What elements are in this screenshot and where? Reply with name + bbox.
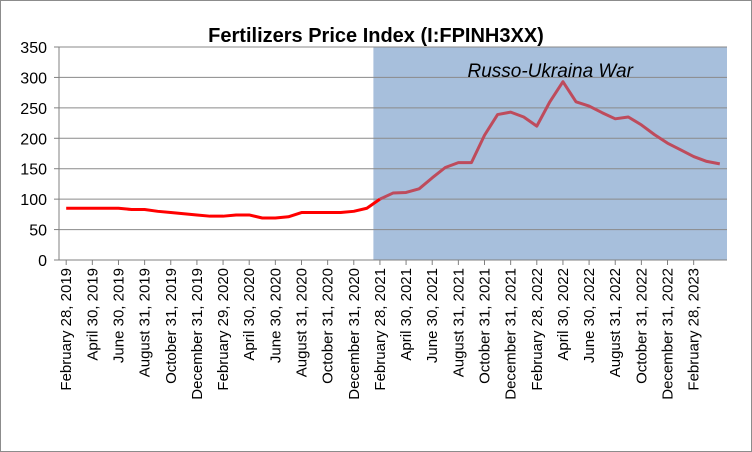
x-tick-label: April 30, 2022 xyxy=(555,268,572,361)
x-tick-label: December 31, 2021 xyxy=(503,268,520,400)
x-tick-label: June 30, 2019 xyxy=(110,268,127,363)
x-tick-label: June 30, 2021 xyxy=(424,268,441,363)
gridlines xyxy=(59,46,727,231)
x-tick-label: February 28, 2019 xyxy=(58,268,75,391)
y-tick-label: 50 xyxy=(29,223,47,240)
series-lines xyxy=(66,80,721,220)
y-tick-label: 200 xyxy=(20,131,47,148)
x-tick-label: October 31, 2019 xyxy=(163,268,180,384)
war-period-band xyxy=(373,47,727,260)
chart-title: Fertilizers Price Index (I:FPINH3XX) xyxy=(208,25,544,47)
x-tick-label: February 28, 2022 xyxy=(529,268,546,391)
x-tick-label: August 31, 2022 xyxy=(607,268,624,377)
x-tick-label: December 31, 2020 xyxy=(346,268,363,400)
y-axis-ticks: 0 50 100 150 200 250 300 350 xyxy=(20,40,59,270)
y-tick-label: 150 xyxy=(20,162,47,179)
y-tick-label: 250 xyxy=(20,101,47,118)
x-tick-label: August 31, 2019 xyxy=(137,268,154,377)
x-tick-label: August 31, 2021 xyxy=(450,268,467,377)
y-tick-label: 0 xyxy=(38,253,47,270)
x-tick-label: October 31, 2021 xyxy=(477,268,494,384)
war-annotation-label: Russo-Ukraina War xyxy=(467,61,633,82)
x-tick-label: February 28, 2023 xyxy=(686,268,703,391)
y-tick-label: 350 xyxy=(20,40,47,57)
x-tick-label: April 30, 2019 xyxy=(84,268,101,361)
x-tick-label: October 31, 2020 xyxy=(320,268,337,384)
x-tick-label: December 31, 2019 xyxy=(189,268,206,400)
x-tick-label: October 31, 2022 xyxy=(633,268,650,384)
y-tick-label: 100 xyxy=(20,192,47,209)
y-tick-label: 300 xyxy=(20,70,47,87)
x-tick-label: June 30, 2022 xyxy=(581,268,598,363)
x-tick-label: June 30, 2020 xyxy=(267,268,284,363)
series-line-pre-war xyxy=(66,197,381,220)
x-tick-label: April 30, 2021 xyxy=(398,268,415,361)
x-tick-label: December 31, 2022 xyxy=(660,268,677,400)
x-tick-label: February 28, 2021 xyxy=(372,268,389,391)
series-line-war xyxy=(379,80,721,201)
x-axis-ticks: February 28, 2019 April 30, 2019 June 30, … xyxy=(58,260,703,400)
x-tick-label: August 31, 2020 xyxy=(293,268,310,377)
x-tick-label: February 29, 2020 xyxy=(215,268,232,391)
x-tick-label: April 30, 2020 xyxy=(241,268,258,361)
